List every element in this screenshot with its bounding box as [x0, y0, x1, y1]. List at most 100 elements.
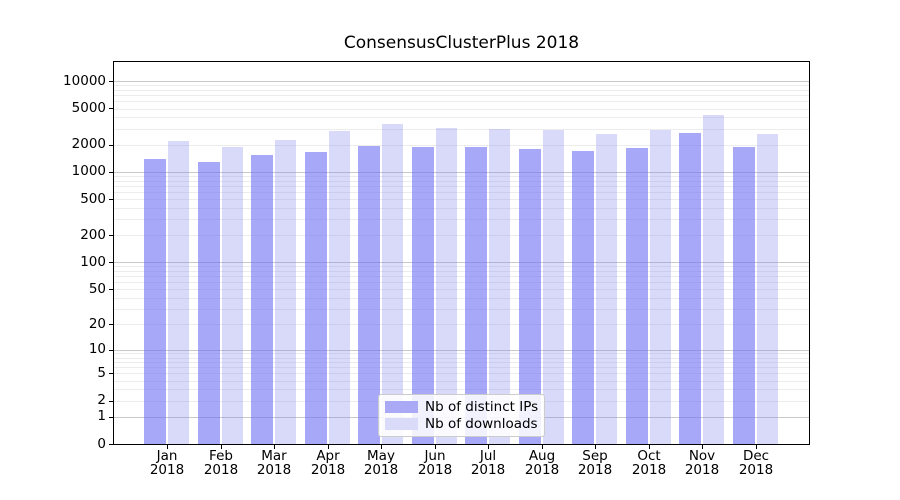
bar-distinct-ips-oct	[625, 147, 648, 444]
gridline-10000	[114, 81, 809, 83]
bar-downloads-aug	[542, 129, 564, 444]
y-tick-10000	[109, 81, 113, 82]
legend-swatch-downloads	[385, 418, 418, 431]
bar-distinct-ips-jul	[465, 146, 488, 444]
gridline-800	[114, 180, 809, 182]
gridline-700	[114, 185, 809, 187]
bar-distinct-ips-jun	[411, 146, 434, 444]
x-tick-year-oct: 2018	[631, 462, 667, 478]
bar-downloads-mar	[275, 139, 297, 444]
gridline-10	[114, 349, 809, 351]
x-tick-year-nov: 2018	[684, 462, 720, 478]
x-tick-may	[381, 445, 382, 449]
bar-distinct-ips-feb	[197, 161, 220, 444]
x-tick-label-mar: Mar	[261, 448, 287, 464]
gridline-3000	[114, 128, 809, 130]
x-tick-label-oct: Oct	[637, 448, 661, 464]
gridline-40	[114, 297, 809, 299]
gridline-6	[114, 367, 809, 369]
x-tick-label-dec: Dec	[742, 448, 770, 464]
y-tick-200	[109, 235, 113, 236]
legend-swatch-distinct-ips	[385, 400, 418, 413]
bar-downloads-feb	[221, 146, 243, 444]
bar-distinct-ips-jan	[144, 158, 166, 444]
x-tick-year-may: 2018	[363, 462, 399, 478]
gridline-80	[114, 270, 809, 272]
gridline-900	[114, 176, 809, 177]
bar-downloads-may	[382, 123, 404, 444]
gridline-4000	[114, 117, 809, 119]
y-tick-label-1: 1	[97, 408, 106, 424]
legend-label-downloads: Nb of downloads	[425, 416, 538, 433]
x-tick-year-sep: 2018	[577, 462, 613, 478]
x-tick-apr	[328, 445, 329, 449]
x-tick-label-jun: Jun	[424, 448, 446, 464]
y-tick-10	[109, 350, 113, 351]
bar-distinct-ips-sep	[572, 151, 595, 444]
x-tick-jul	[488, 445, 489, 449]
y-tick-label-100: 100	[80, 254, 106, 270]
y-tick-label-5000: 5000	[71, 100, 106, 116]
y-tick-label-200: 200	[80, 227, 106, 243]
gridline-4	[114, 380, 809, 382]
gridline-8	[114, 357, 809, 359]
bar-distinct-ips-apr	[304, 152, 327, 444]
y-tick-1	[109, 417, 113, 418]
gridline-30	[114, 308, 809, 310]
x-tick-year-jul: 2018	[470, 462, 506, 478]
gridline-7	[114, 362, 809, 364]
bar-distinct-ips-mar	[251, 154, 274, 444]
gridline-300	[114, 219, 809, 221]
gridline-9000	[114, 85, 809, 87]
legend-label-distinct-ips: Nb of distinct IPs	[425, 398, 539, 415]
x-tick-year-mar: 2018	[256, 462, 292, 478]
gridline-500	[114, 199, 809, 201]
x-tick-sep	[595, 445, 596, 449]
x-tick-label-apr: Apr	[316, 448, 340, 464]
y-tick-1000	[109, 172, 113, 173]
y-tick-5000	[109, 108, 113, 109]
x-tick-year-dec: 2018	[738, 462, 774, 478]
y-tick-label-10: 10	[88, 341, 106, 357]
bar-downloads-jun	[435, 128, 457, 444]
gridline-6000	[114, 101, 809, 103]
x-tick-label-jul: Jul	[479, 448, 497, 464]
gridline-400	[114, 207, 809, 209]
x-tick-jan	[167, 445, 168, 449]
y-tick-label-2000: 2000	[71, 136, 106, 152]
y-tick-label-20: 20	[88, 316, 106, 332]
y-tick-100	[109, 262, 113, 263]
y-tick-5	[109, 373, 113, 374]
y-tick-label-0: 0	[97, 436, 106, 452]
x-tick-label-nov: Nov	[688, 448, 716, 464]
bar-downloads-jan	[168, 140, 189, 444]
gridline-60	[114, 282, 809, 284]
y-tick-label-10000: 10000	[63, 73, 106, 89]
bar-downloads-apr	[328, 131, 350, 444]
y-tick-label-1000: 1000	[71, 163, 106, 179]
x-tick-label-jan: Jan	[156, 448, 178, 464]
gridline-50	[114, 289, 809, 291]
legend: Nb of distinct IPs Nb of downloads	[378, 394, 545, 437]
y-tick-0	[109, 444, 113, 445]
x-tick-year-feb: 2018	[203, 462, 239, 478]
x-tick-mar	[274, 445, 275, 449]
gridline-8000	[114, 90, 809, 91]
gridline-9	[114, 353, 809, 355]
gridline-100	[114, 262, 809, 264]
y-tick-label-5: 5	[97, 365, 106, 381]
gridline-5	[114, 373, 809, 375]
x-tick-label-may: May	[367, 448, 395, 464]
x-tick-year-jan: 2018	[149, 462, 185, 478]
y-tick-2	[109, 401, 113, 402]
bar-distinct-ips-nov	[679, 132, 702, 444]
gridline-1000	[114, 171, 809, 173]
x-tick-aug	[542, 445, 543, 449]
bar-downloads-nov	[703, 115, 725, 444]
legend-item-downloads: Nb of downloads	[385, 416, 538, 432]
gridline-7000	[114, 95, 809, 97]
x-tick-label-sep: Sep	[582, 448, 608, 464]
y-tick-500	[109, 199, 113, 200]
x-tick-label-feb: Feb	[209, 448, 233, 464]
y-tick-label-500: 500	[80, 191, 106, 207]
